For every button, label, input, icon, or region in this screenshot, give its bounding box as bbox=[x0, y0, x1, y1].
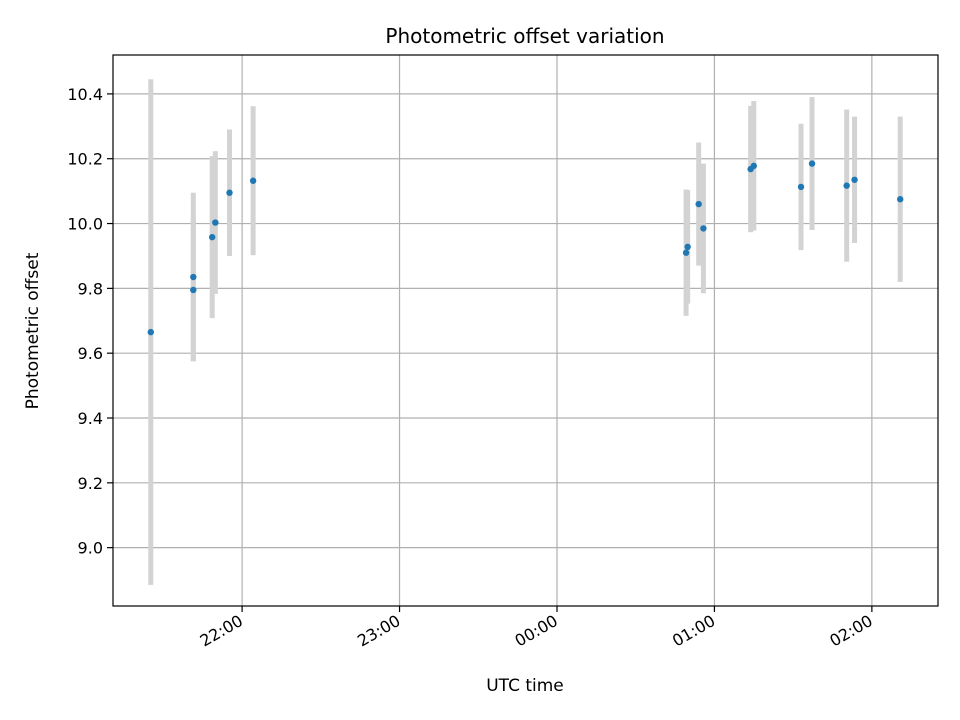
y-tick-label: 9.0 bbox=[78, 539, 103, 558]
chart-title: Photometric offset variation bbox=[385, 24, 664, 48]
data-point bbox=[695, 200, 702, 208]
data-point bbox=[190, 286, 197, 294]
data-point bbox=[750, 162, 757, 170]
y-tick-label: 9.4 bbox=[78, 409, 103, 428]
data-point bbox=[212, 219, 219, 226]
data-point bbox=[682, 249, 690, 256]
data-point bbox=[147, 328, 154, 336]
data-point bbox=[843, 182, 850, 189]
data-point bbox=[226, 189, 233, 196]
y-axis-ticks: 9.0 9.2 9.4 9.6 9.8 10.0 10.2 10.4 bbox=[67, 85, 113, 558]
data-point bbox=[897, 196, 904, 203]
data-point bbox=[190, 273, 197, 281]
x-axis-title: UTC time bbox=[486, 676, 564, 696]
y-tick-label: 10.2 bbox=[67, 150, 103, 169]
grid bbox=[113, 55, 938, 606]
data-point bbox=[700, 225, 707, 232]
data-point bbox=[208, 233, 216, 241]
y-tick-label: 9.6 bbox=[78, 344, 103, 363]
y-axis-title: Photometric offset bbox=[23, 252, 43, 409]
data-point bbox=[684, 243, 691, 251]
data-point bbox=[851, 176, 858, 183]
y-tick-label: 9.2 bbox=[78, 474, 103, 493]
data-point bbox=[808, 160, 816, 167]
plot-area-frame bbox=[112, 54, 939, 607]
y-tick-label: 10.0 bbox=[67, 215, 103, 234]
data-point bbox=[249, 177, 257, 184]
data-points bbox=[147, 160, 904, 336]
y-tick-label: 9.8 bbox=[78, 279, 103, 298]
y-tick-label: 10.4 bbox=[67, 85, 103, 104]
data-point bbox=[797, 183, 805, 191]
